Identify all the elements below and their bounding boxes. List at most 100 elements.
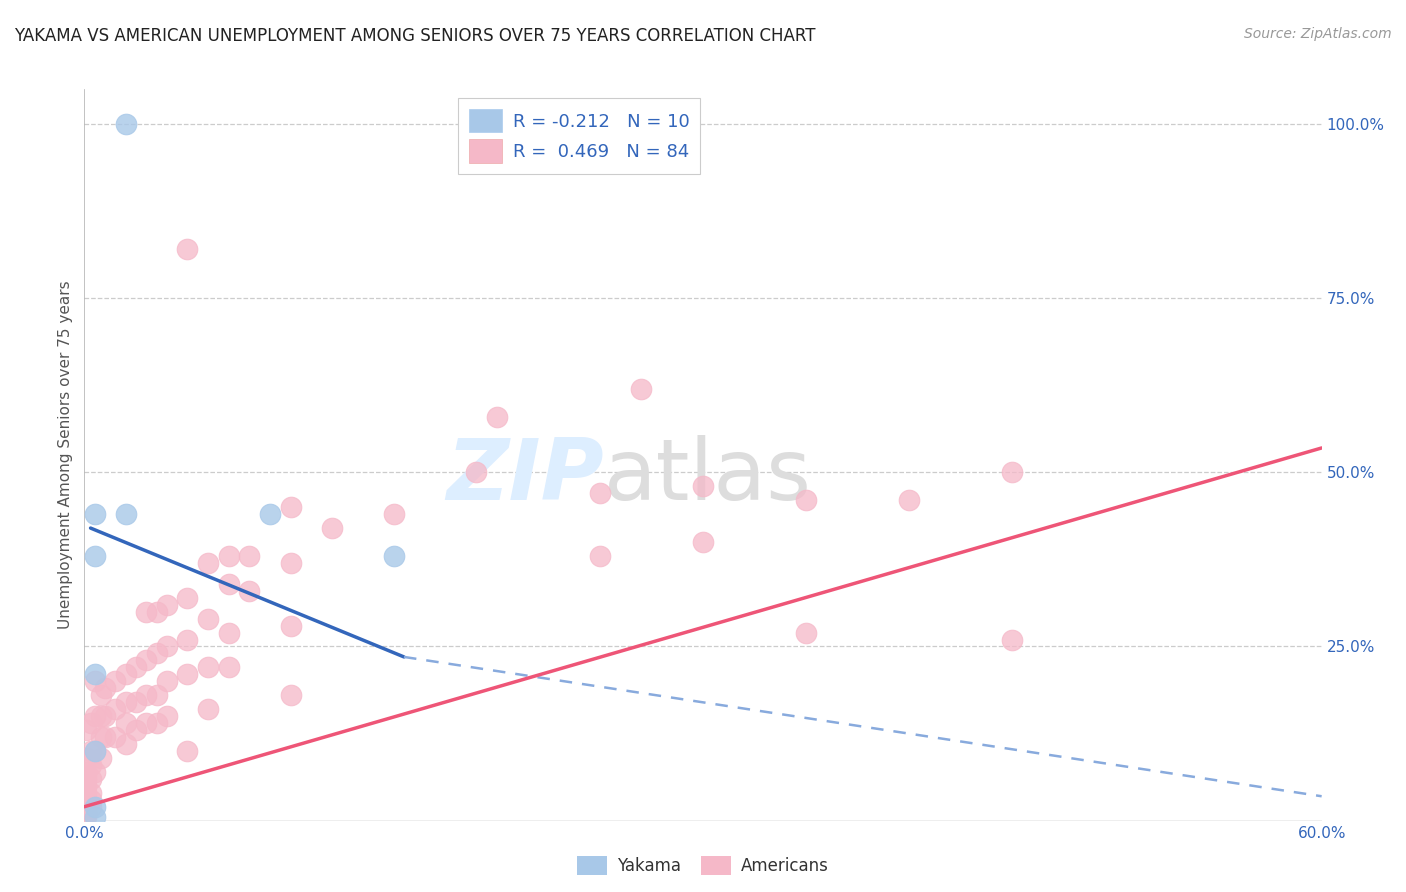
Point — [218, 549, 240, 563]
Point — [114, 667, 136, 681]
Point — [176, 667, 198, 681]
Point — [156, 709, 179, 723]
Point — [485, 124, 508, 138]
Point — [79, 758, 101, 772]
Point — [197, 556, 219, 570]
Point — [75, 751, 97, 765]
Point — [83, 764, 105, 779]
Point — [794, 625, 817, 640]
Point — [145, 647, 167, 661]
Point — [114, 695, 136, 709]
Point — [75, 810, 97, 824]
Point — [135, 716, 157, 731]
Point — [280, 556, 302, 570]
Point — [156, 674, 179, 689]
Point — [794, 493, 817, 508]
Point — [75, 764, 97, 779]
Point — [135, 605, 157, 619]
Point — [79, 799, 101, 814]
Point — [382, 507, 405, 521]
Point — [1001, 632, 1024, 647]
Point — [75, 779, 97, 793]
Point — [79, 772, 101, 786]
Point — [79, 793, 101, 807]
Point — [145, 716, 167, 731]
Point — [382, 549, 405, 563]
Y-axis label: Unemployment Among Seniors over 75 years: Unemployment Among Seniors over 75 years — [58, 281, 73, 629]
Point — [197, 660, 219, 674]
Point — [125, 660, 148, 674]
Point — [75, 723, 97, 737]
Point — [218, 660, 240, 674]
Point — [83, 799, 105, 814]
Point — [83, 744, 105, 758]
Point — [280, 500, 302, 515]
Point — [83, 674, 105, 689]
Point — [238, 549, 260, 563]
Point — [90, 709, 112, 723]
Point — [485, 124, 508, 138]
Point — [75, 793, 97, 807]
Point — [692, 535, 714, 549]
Text: Source: ZipAtlas.com: Source: ZipAtlas.com — [1244, 27, 1392, 41]
Point — [176, 744, 198, 758]
Point — [135, 688, 157, 702]
Point — [75, 806, 97, 821]
Point — [1001, 466, 1024, 480]
Point — [156, 640, 179, 654]
Point — [125, 695, 148, 709]
Point — [114, 507, 136, 521]
Point — [83, 549, 105, 563]
Point — [145, 605, 167, 619]
Point — [83, 667, 105, 681]
Point — [90, 688, 112, 702]
Point — [898, 493, 921, 508]
Point — [114, 737, 136, 751]
Legend: Yakama, Americans: Yakama, Americans — [571, 849, 835, 882]
Point — [83, 709, 105, 723]
Text: atlas: atlas — [605, 435, 813, 518]
Point — [79, 744, 101, 758]
Point — [218, 576, 240, 591]
Text: ZIP: ZIP — [446, 435, 605, 518]
Point — [135, 653, 157, 667]
Point — [485, 409, 508, 424]
Point — [156, 598, 179, 612]
Point — [94, 709, 117, 723]
Point — [280, 688, 302, 702]
Point — [176, 632, 198, 647]
Point — [79, 786, 101, 800]
Point — [90, 730, 112, 744]
Point — [218, 625, 240, 640]
Point — [630, 382, 652, 396]
Point — [114, 716, 136, 731]
Point — [176, 591, 198, 605]
Point — [259, 507, 281, 521]
Point — [79, 716, 101, 731]
Text: YAKAMA VS AMERICAN UNEMPLOYMENT AMONG SENIORS OVER 75 YEARS CORRELATION CHART: YAKAMA VS AMERICAN UNEMPLOYMENT AMONG SE… — [14, 27, 815, 45]
Point — [176, 243, 198, 257]
Point — [83, 744, 105, 758]
Point — [280, 618, 302, 632]
Point — [83, 507, 105, 521]
Point — [104, 674, 127, 689]
Point — [589, 486, 612, 500]
Point — [589, 549, 612, 563]
Point — [94, 730, 117, 744]
Point — [90, 751, 112, 765]
Point — [197, 702, 219, 716]
Point — [104, 730, 127, 744]
Point — [104, 702, 127, 716]
Point — [145, 688, 167, 702]
Point — [83, 810, 105, 824]
Point — [125, 723, 148, 737]
Point — [75, 799, 97, 814]
Point — [692, 479, 714, 493]
Point — [114, 117, 136, 131]
Point — [197, 612, 219, 626]
Point — [321, 521, 343, 535]
Point — [75, 772, 97, 786]
Point — [465, 466, 488, 480]
Point — [75, 786, 97, 800]
Point — [238, 583, 260, 598]
